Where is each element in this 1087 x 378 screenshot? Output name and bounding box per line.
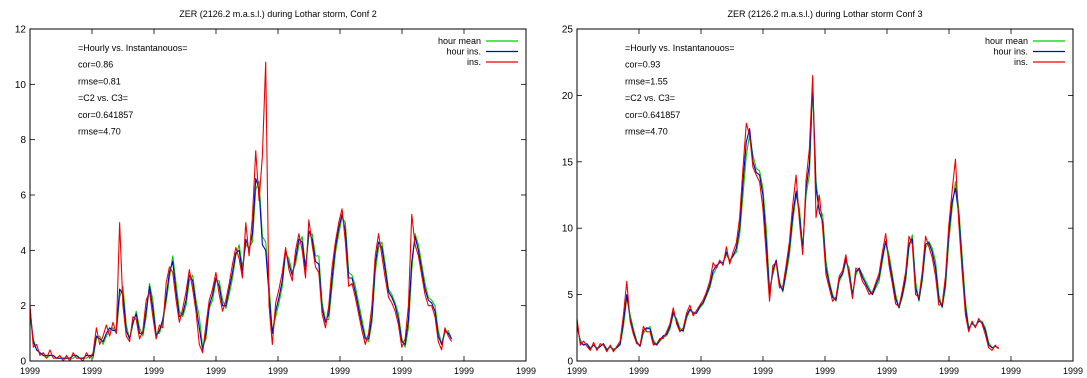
legend-label: hour ins. xyxy=(446,47,481,57)
x-tick-label: 1999 xyxy=(877,366,897,376)
x-tick-label: 1999 xyxy=(268,366,288,376)
y-tick-label: 8 xyxy=(20,135,26,146)
x-tick-label: 1999 xyxy=(753,366,773,376)
y-tick-label: 20 xyxy=(562,91,574,102)
y-tick-label: 5 xyxy=(567,290,573,301)
legend-label: hour mean xyxy=(438,36,481,46)
annotation-text: cor=0.93 xyxy=(625,60,660,70)
x-tick-label: 1999 xyxy=(567,366,587,376)
annotation-text: =Hourly vs. Instantanouos= xyxy=(78,43,188,53)
plot-frame xyxy=(576,28,1074,362)
chart-panel-2: ZER (2126.2 m.a.s.l.) during Lothar stor… xyxy=(562,9,1083,376)
x-tick-label: 1999 xyxy=(1063,366,1083,376)
annotation-text: rmse=4.70 xyxy=(625,127,668,137)
x-tick-label: 1999 xyxy=(1001,366,1021,376)
y-tick-label: 4 xyxy=(20,246,26,257)
series-line-ins- xyxy=(30,61,453,361)
annotation-text: cor=0.86 xyxy=(78,60,113,70)
y-tick-label: 2 xyxy=(20,301,26,312)
x-tick-label: 1999 xyxy=(392,366,412,376)
y-tick-label: 0 xyxy=(567,357,573,368)
plot-frame xyxy=(29,28,527,362)
x-tick-label: 1999 xyxy=(691,366,711,376)
legend-label: hour ins. xyxy=(993,47,1028,57)
annotation-text: cor=0.641857 xyxy=(625,110,680,120)
x-tick-label: 1999 xyxy=(939,366,959,376)
chart-title: ZER (2126.2 m.a.s.l.) during Lothar stor… xyxy=(179,9,377,19)
annotation-text: =Hourly vs. Instantanouos= xyxy=(625,43,735,53)
annotation-text: cor=0.641857 xyxy=(78,110,133,120)
y-tick-label: 15 xyxy=(562,157,574,168)
x-tick-label: 1999 xyxy=(206,366,226,376)
x-tick-label: 1999 xyxy=(815,366,835,376)
y-tick-label: 0 xyxy=(20,357,26,368)
series-line-hour-ins- xyxy=(30,177,453,359)
chart-panel-1: ZER (2126.2 m.a.s.l.) during Lothar stor… xyxy=(15,9,536,376)
annotation-text: rmse=1.55 xyxy=(625,76,668,86)
x-tick-label: 1999 xyxy=(454,366,474,376)
y-tick-label: 10 xyxy=(15,80,27,91)
annotation-text: rmse=0.81 xyxy=(78,76,121,86)
y-tick-label: 12 xyxy=(15,25,27,36)
annotation-text: =C2 vs. C3= xyxy=(78,93,128,103)
series-line-ins- xyxy=(577,74,1000,353)
chart-title: ZER (2126.2 m.a.s.l.) during Lothar stor… xyxy=(727,9,922,19)
series-line-hour-ins- xyxy=(577,81,999,351)
x-tick-label: 1999 xyxy=(629,366,649,376)
x-tick-label: 1999 xyxy=(82,366,102,376)
x-tick-label: 1999 xyxy=(20,366,40,376)
annotation-text: =C2 vs. C3= xyxy=(625,93,675,103)
series-line-hour-mean xyxy=(30,180,453,359)
x-tick-label: 1999 xyxy=(330,366,350,376)
legend-label: hour mean xyxy=(985,36,1028,46)
y-tick-label: 25 xyxy=(562,25,574,36)
y-tick-label: 6 xyxy=(20,191,26,202)
annotation-text: rmse=4.70 xyxy=(78,127,121,137)
x-tick-label: 1999 xyxy=(144,366,164,376)
legend-label: ins. xyxy=(467,57,481,67)
y-tick-label: 10 xyxy=(562,224,574,235)
legend-label: ins. xyxy=(1014,57,1028,67)
x-tick-label: 1999 xyxy=(516,366,536,376)
